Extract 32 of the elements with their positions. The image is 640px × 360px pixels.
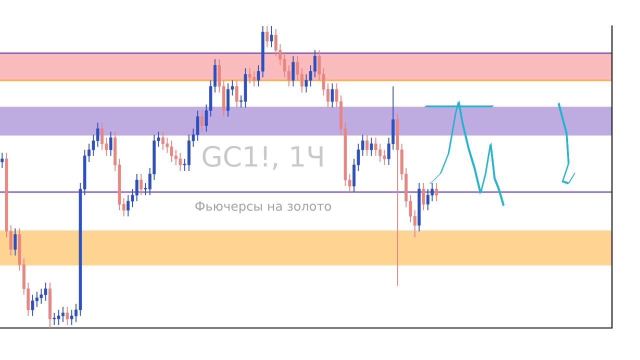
candlestick xyxy=(61,306,64,322)
candlestick xyxy=(126,194,130,217)
candlestick xyxy=(166,137,169,154)
candlestick xyxy=(382,149,386,166)
candlestick xyxy=(66,306,69,326)
candlestick xyxy=(40,288,43,304)
candlestick xyxy=(374,137,378,156)
text: Фьючерсы на золото xyxy=(195,202,331,214)
candlestick xyxy=(248,68,252,84)
candlestick xyxy=(422,182,426,211)
candlestick xyxy=(100,122,104,150)
candlestick xyxy=(96,122,100,148)
candlestick xyxy=(313,50,316,78)
candlestick xyxy=(178,152,182,172)
candlestick xyxy=(235,80,238,108)
candlestick xyxy=(226,82,230,118)
candlestick xyxy=(135,173,138,202)
candlestick xyxy=(366,134,369,156)
candlestick xyxy=(200,110,204,132)
candlestick xyxy=(304,74,308,93)
candlestick xyxy=(109,131,112,156)
candlestick xyxy=(70,309,74,326)
candlestick xyxy=(292,56,295,87)
candlestick xyxy=(14,228,17,256)
candlestick xyxy=(270,26,273,48)
candlestick xyxy=(31,294,34,316)
candlestick xyxy=(370,137,373,156)
candlestick xyxy=(140,173,143,196)
candlestick xyxy=(435,182,438,202)
candlestick xyxy=(330,82,334,108)
candlestick xyxy=(266,26,269,48)
candlestick xyxy=(0,152,4,168)
